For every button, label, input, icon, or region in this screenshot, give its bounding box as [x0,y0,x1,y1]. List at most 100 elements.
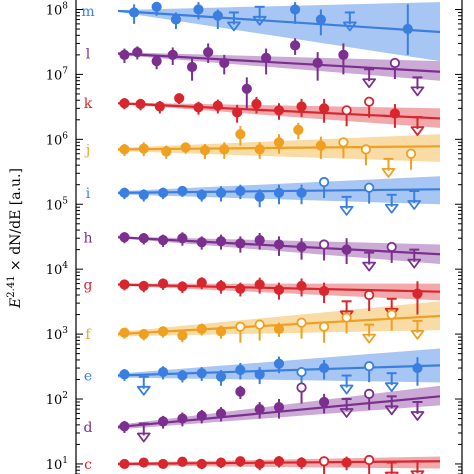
filled-marker [215,280,227,292]
data-point-j-3 [180,142,191,154]
filled-marker [196,323,207,335]
series-label-e: e [84,369,92,385]
data-point-f-0 [119,327,130,339]
filled-marker [119,49,130,60]
y-axis-label-rest: × dN/dE [a.u.] [8,168,24,275]
open-marker [296,382,307,393]
data-point-f-5 [215,325,227,339]
filled-marker [119,327,130,338]
data-point-g-6 [235,282,246,297]
data-point-e-1 [136,375,151,396]
data-point-e-6 [235,362,246,380]
data-point-k-11 [341,105,352,127]
data-point-g-12 [364,289,375,312]
open-marker [389,57,401,69]
y-tick-exp: 4 [62,261,68,271]
data-point-k-2 [154,100,165,114]
data-point-l-11 [338,43,349,75]
data-point-l-5 [203,43,214,63]
data-point-j-8 [273,134,285,154]
data-point-f-9 [296,317,307,339]
filled-marker [412,288,423,299]
data-point-l-2 [151,54,162,70]
upper-limit-head [410,86,425,97]
data-point-h-2 [157,234,169,247]
series-label-k: k [84,96,93,112]
data-point-h-0 [119,232,130,244]
filled-marker [389,108,401,119]
data-point-l-13 [389,57,401,79]
data-point-f-2 [157,326,169,338]
filled-marker [315,140,326,151]
data-point-i-8 [273,184,285,205]
filled-marker [119,458,130,470]
filled-marker [135,98,146,110]
data-point-f-8 [273,322,285,338]
filled-marker [261,52,272,63]
y-tick-label: 101 [46,456,68,473]
filled-marker [289,4,301,15]
open-marker [386,241,397,253]
series-label-m: m [81,4,94,20]
series-labels: m l k j i h g f e d c [81,4,94,473]
data-point-h-1 [138,233,149,245]
data-point-k-8 [273,103,285,120]
data-point-j-13 [381,157,396,178]
data-point-c-4 [196,458,207,470]
filled-marker [273,358,285,369]
data-point-l-7 [241,77,252,109]
data-point-m-4 [212,9,223,30]
data-point-d-4 [196,409,207,424]
filled-marker [235,456,246,467]
data-point-d-0 [119,420,130,433]
data-point-g-10 [318,282,330,304]
data-point-k-0 [119,98,130,110]
filled-marker [196,277,207,288]
data-point-k-5 [212,99,223,114]
upper-limit-head [410,126,425,137]
data-point-f-4 [196,323,207,336]
data-point-k-10 [318,98,330,123]
fit-line-m [117,9,441,34]
data-point-e-12 [364,361,375,383]
filled-marker [296,457,307,468]
open-marker [364,361,375,372]
data-point-j-11 [338,137,349,159]
data-point-i-7 [254,189,265,208]
open-marker [364,96,375,107]
data-point-e-2 [157,366,169,380]
filled-marker [196,368,207,379]
filled-marker [138,233,149,244]
data-point-l-4 [186,57,198,81]
data-point-i-12 [364,182,375,204]
data-point-c-14 [410,460,425,474]
upper-limit-head [410,411,425,421]
data-point-d-8 [273,399,285,419]
data-point-f-1 [138,328,149,341]
filled-marker [193,102,204,113]
upper-limit-head [384,471,399,474]
filled-marker [157,458,169,470]
upper-limit-head [384,405,399,416]
open-marker [341,312,352,323]
y-tick-exp: 1 [62,456,68,466]
data-point-g-7 [254,277,265,294]
data-point-c-8 [273,456,285,468]
filled-marker [235,283,246,294]
data-point-j-4 [199,143,211,159]
data-point-e-0 [119,369,130,381]
upper-limit-head [339,205,354,216]
data-point-j-0 [119,143,130,157]
filled-marker [254,403,265,415]
data-point-l-12 [362,68,377,89]
y-tick-base: 10 [46,328,63,343]
data-point-m-3 [193,2,204,20]
data-point-e-11 [339,374,354,395]
data-point-h-7 [254,233,265,250]
y-tick-exp: 8 [62,1,68,11]
filled-marker [254,235,265,246]
open-marker [341,105,352,116]
filled-marker [338,49,349,60]
data-point-i-14 [407,190,422,210]
